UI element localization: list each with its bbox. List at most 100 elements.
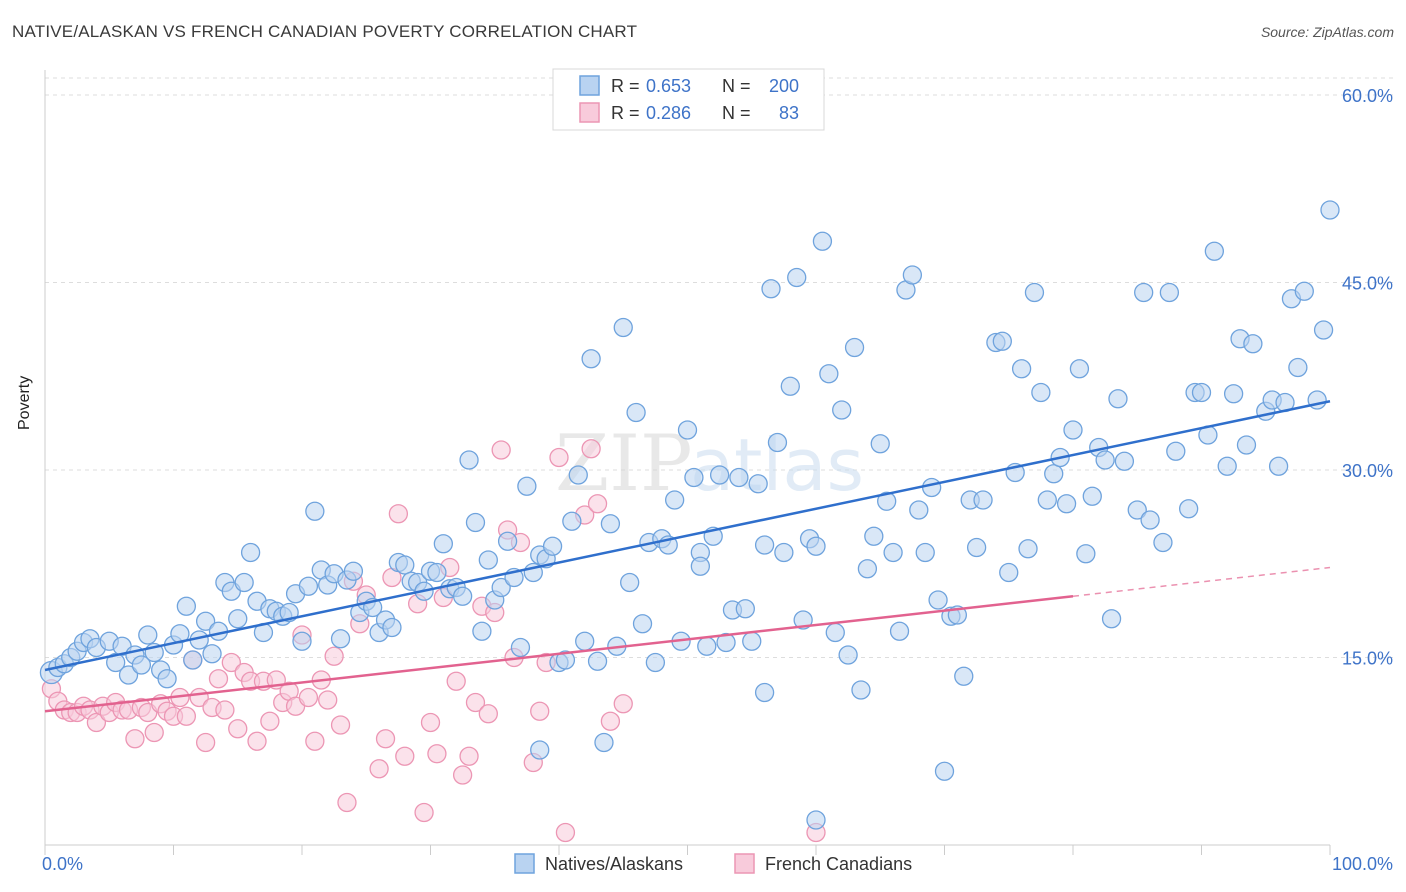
natives-alaskans-point (594, 732, 614, 753)
natives-alaskans-point (510, 637, 531, 658)
natives-alaskans-point (966, 537, 987, 558)
french-canadians-point (305, 731, 325, 751)
french-canadians-point (247, 731, 267, 751)
natives-alaskans-point (992, 331, 1012, 351)
natives-alaskans-point (716, 632, 736, 653)
natives-alaskans-point (934, 761, 955, 781)
series-legend-swatch-pink (734, 853, 755, 874)
french-canadians-point (555, 822, 576, 843)
natives-alaskans-point (1011, 359, 1032, 379)
natives-alaskans-point (928, 590, 948, 610)
natives-alaskans-point (709, 465, 730, 485)
natives-alaskans-point (767, 432, 788, 453)
natives-alaskans-point (1217, 456, 1237, 476)
natives-alaskans-point (1101, 609, 1122, 629)
natives-alaskans-point (1069, 359, 1090, 379)
chart-title: NATIVE/ALASKAN VS FRENCH CANADIAN POVERT… (12, 22, 638, 41)
natives-alaskans-point (954, 666, 974, 686)
french-canadians-point (260, 711, 280, 731)
natives-alaskans-point (1223, 384, 1244, 404)
french-canadians-point (530, 701, 550, 721)
natives-alaskans-point (395, 555, 415, 575)
natives-alaskans-point (645, 652, 666, 673)
french-canadians-point (459, 746, 479, 766)
french-canadians-point (176, 706, 197, 726)
natives-alaskans-point (922, 477, 942, 498)
french-canadians-point (388, 504, 409, 524)
french-canadians-point (452, 765, 473, 785)
natives-alaskans-point (761, 279, 781, 299)
natives-alaskans-point (819, 364, 839, 384)
natives-alaskans-point (697, 636, 717, 656)
natives-alaskans-point (1024, 282, 1045, 303)
natives-alaskans-point (780, 376, 800, 396)
natives-alaskans-point (530, 740, 550, 760)
natives-alaskans-point (106, 652, 126, 673)
natives-alaskans-point (774, 542, 794, 563)
natives-alaskans-point (600, 514, 621, 534)
french-canadians-point (420, 712, 441, 733)
natives-alaskans-point (228, 609, 248, 629)
french-canadians-point (298, 687, 319, 708)
natives-alaskans-point (748, 474, 768, 494)
legend-n-value-2: 83 (779, 103, 799, 123)
natives-alaskans-point (472, 621, 492, 641)
natives-alaskans-point (292, 631, 312, 651)
x-tick-label-min: 0.0% (42, 854, 83, 874)
natives-alaskans-point (684, 467, 704, 488)
french-canadians-point (478, 704, 498, 724)
french-canadians-point (414, 802, 434, 823)
french-canadians-point (427, 744, 447, 764)
legend-n-label-1: N = (722, 76, 751, 96)
french-canadians-point (86, 712, 107, 733)
natives-alaskans-point (305, 501, 325, 521)
french-canadians-point (144, 722, 164, 743)
french-canadians-point (613, 694, 633, 714)
natives-alaskans-point (1114, 451, 1135, 471)
y-tick-label: 15.0% (1342, 649, 1393, 669)
trend-lines (44, 400, 1331, 713)
natives-alaskans-point (433, 534, 454, 554)
legend-n-value-1: 200 (769, 76, 799, 96)
natives-alaskans-point (427, 562, 447, 583)
natives-alaskans-point (118, 665, 139, 685)
natives-alaskans-point (1179, 499, 1199, 519)
natives-alaskans-point (459, 450, 479, 470)
natives-alaskans-point (517, 476, 537, 496)
gridlines (45, 77, 1395, 658)
natives-alaskans-point (478, 550, 498, 570)
y-tick-label: 60.0% (1342, 86, 1393, 106)
french-canadians-point (318, 690, 338, 710)
natives-alaskans-point (343, 561, 364, 581)
natives-alaskans-point (1191, 382, 1212, 403)
french-canadians-point (195, 732, 216, 753)
natives-alaskans-point (787, 267, 807, 288)
natives-alaskans-point (838, 645, 858, 665)
series-legend-label-pink: French Canadians (765, 854, 912, 874)
legend-r-value-2: 0.286 (646, 103, 691, 123)
french-canadians-point (395, 746, 415, 766)
legend-swatch-blue (579, 75, 600, 96)
natives-alaskans-point (915, 542, 935, 563)
natives-alaskans-point (234, 572, 254, 593)
natives-alaskans-point (806, 536, 826, 556)
french-canadians-trend-extension (1072, 566, 1331, 597)
natives-alaskans-point (793, 610, 813, 630)
y-tick-label: 30.0% (1342, 461, 1393, 481)
natives-alaskans-point (812, 231, 833, 251)
french-canadians-point (369, 759, 389, 779)
natives-alaskans-point (1108, 389, 1128, 409)
natives-alaskans-point (491, 577, 511, 598)
french-canadians-point (581, 439, 601, 459)
stats-legend: R = 0.653 N = 200 R = 0.286 N = 83 (552, 68, 825, 131)
y-tick-label: 45.0% (1342, 274, 1393, 294)
natives-alaskans-point (452, 586, 473, 606)
natives-alaskans-point (1166, 441, 1186, 461)
natives-alaskans-point (806, 810, 826, 830)
natives-alaskans-point (497, 531, 518, 551)
french-canadians-point (375, 729, 396, 749)
natives-alaskans-point (465, 512, 486, 533)
natives-alaskans-point (973, 490, 993, 510)
natives-alaskans-point (1243, 334, 1263, 354)
natives-alaskans-point (195, 611, 216, 631)
